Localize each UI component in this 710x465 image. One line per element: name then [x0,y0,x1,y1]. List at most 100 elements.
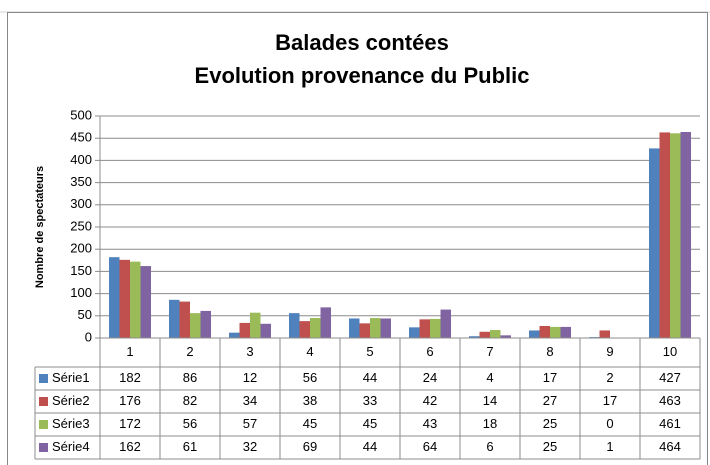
x-tick-label: 7 [486,344,493,359]
table-value: 14 [483,393,497,408]
bar [250,312,261,338]
y-tick-label: 50 [78,307,92,322]
y-tick-label: 150 [70,263,92,278]
table-value: 42 [423,393,437,408]
chart-border [7,12,708,465]
y-tick-label: 250 [70,218,92,233]
legend-swatch [39,397,48,406]
bar [599,330,610,338]
x-tick-label: 8 [546,344,553,359]
bar [490,330,501,338]
legend-label: Série4 [52,439,90,454]
table-value: 69 [303,439,317,454]
bar [260,323,271,338]
table-value: 86 [183,370,197,385]
table-value: 464 [659,439,681,454]
bar [229,332,240,338]
table-value: 12 [243,370,257,385]
legend-label: Série3 [52,416,90,431]
bar [419,319,430,338]
bar [109,257,120,338]
x-tick-label: 5 [366,344,373,359]
legend-swatch [39,443,48,452]
bar [550,326,561,338]
table-value: 176 [119,393,141,408]
x-tick-label: 3 [246,344,253,359]
bar [239,322,250,338]
bar [469,336,480,338]
bar [440,309,451,338]
table-value: 463 [659,393,681,408]
bar [320,307,331,338]
table-value: 6 [486,439,493,454]
table-value: 4 [486,370,493,385]
table-value: 33 [363,393,377,408]
x-tick-label: 9 [606,344,613,359]
table-value: 43 [423,416,437,431]
bar [169,299,180,338]
bar [539,326,550,338]
y-tick-label: 350 [70,174,92,189]
table-value: 0 [606,416,613,431]
chart-title: Evolution provenance du Public [195,63,530,88]
bar [190,313,201,338]
table-value: 45 [303,416,317,431]
table-value: 56 [303,370,317,385]
table-value: 24 [423,370,437,385]
table-value: 461 [659,416,681,431]
x-tick-label: 2 [186,344,193,359]
bar [560,326,571,338]
bar [119,259,130,338]
table-value: 427 [659,370,681,385]
table-value: 2 [606,370,613,385]
bar [310,318,321,338]
legend-swatch [39,374,48,383]
table-value: 82 [183,393,197,408]
table-value: 44 [363,439,377,454]
bar [659,132,670,338]
x-tick-label: 1 [126,344,133,359]
table-value: 61 [183,439,197,454]
bar [370,318,381,338]
table-value: 1 [606,439,613,454]
bar [289,313,300,338]
y-tick-label: 100 [70,285,92,300]
bar [500,335,511,338]
y-tick-label: 300 [70,196,92,211]
y-tick-label: 450 [70,130,92,145]
table-value: 32 [243,439,257,454]
table-value: 57 [243,416,257,431]
legend-swatch [39,420,48,429]
x-tick-label: 4 [306,344,313,359]
table-value: 18 [483,416,497,431]
bar [130,261,141,338]
table-value: 172 [119,416,141,431]
table-value: 64 [423,439,437,454]
table-value: 25 [543,439,557,454]
y-axis-label: Nombre de spectateurs [34,166,46,288]
bar [680,131,691,338]
table-value: 38 [303,393,317,408]
table-value: 34 [243,393,257,408]
table-value: 17 [603,393,617,408]
bar [179,301,190,338]
bar [670,133,681,338]
bar [349,318,360,338]
bar [409,327,420,338]
table-value: 44 [363,370,377,385]
legend-label: Série2 [52,393,90,408]
bar [359,323,370,338]
table-value: 45 [363,416,377,431]
table-value: 182 [119,370,141,385]
y-tick-label: 0 [85,329,92,344]
table-value: 25 [543,416,557,431]
table-value: 27 [543,393,557,408]
table-value: 56 [183,416,197,431]
y-tick-label: 200 [70,241,92,256]
x-tick-label: 10 [663,344,677,359]
bar [479,331,490,338]
y-tick-label: 400 [70,152,92,167]
table-value: 17 [543,370,557,385]
legend-label: Série1 [52,370,90,385]
